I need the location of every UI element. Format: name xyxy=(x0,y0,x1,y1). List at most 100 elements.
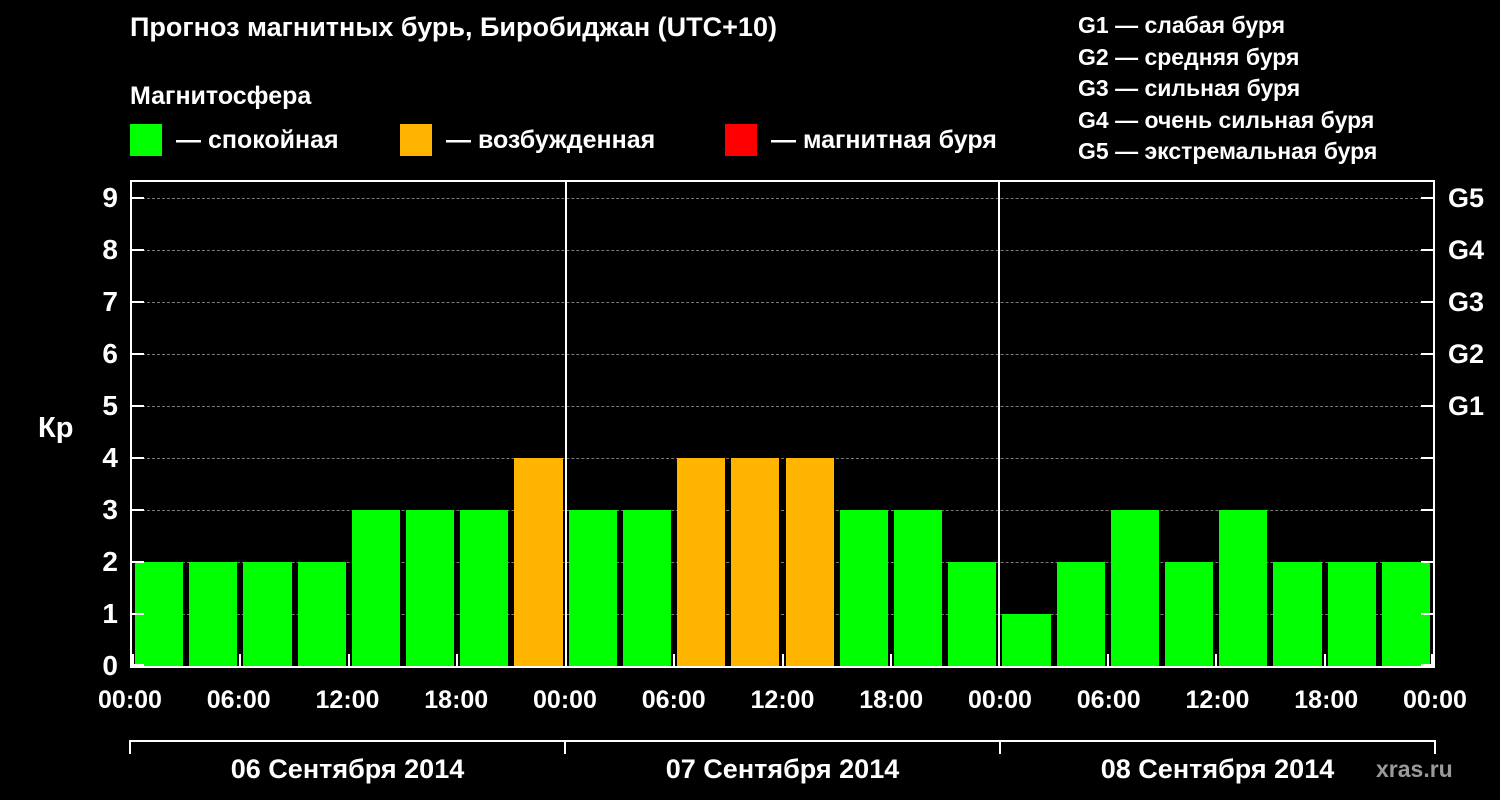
legend-item-storm: — магнитная буря xyxy=(725,124,997,156)
y-axis-tick xyxy=(132,301,144,303)
y-axis-tick-label: 1 xyxy=(102,598,118,629)
date-axis-tick xyxy=(564,740,566,754)
y-axis-tick-label: 9 xyxy=(102,182,118,213)
kp-bar xyxy=(514,458,563,666)
x-axis-tick xyxy=(998,654,1001,666)
chart-title: Прогноз магнитных бурь, Биробиджан (UTC+… xyxy=(130,12,777,42)
gridline xyxy=(132,458,1433,459)
y-axis-tick xyxy=(132,509,144,511)
gridline xyxy=(132,302,1433,303)
date-axis-tick xyxy=(999,740,1001,754)
legend-swatch-excited-icon xyxy=(400,124,432,156)
gridline xyxy=(132,562,1433,563)
x-axis-tick xyxy=(1431,654,1433,666)
y-axis-tick-label: 2 xyxy=(102,546,118,577)
y-axis-tick xyxy=(132,561,144,563)
x-axis-tick xyxy=(456,654,459,666)
x-axis-tick xyxy=(889,654,892,666)
kp-bar xyxy=(243,562,292,666)
y-axis-tick-label: 5 xyxy=(102,390,118,421)
x-axis-tick-label: 06:00 xyxy=(206,686,271,714)
legend-swatch-storm-icon xyxy=(725,124,757,156)
x-axis-tick xyxy=(781,654,784,666)
kp-bar xyxy=(677,458,726,666)
storm-scale-item: G1 — слабая буря xyxy=(1078,12,1286,38)
y-axis-tick xyxy=(1421,197,1433,199)
y-axis-tick xyxy=(132,405,144,407)
watermark: xras.ru xyxy=(1376,756,1453,782)
x-axis-tick xyxy=(239,654,242,666)
y-axis-tick-label: 6 xyxy=(102,338,118,369)
date-axis-line xyxy=(130,740,1435,742)
y-axis-tick xyxy=(1421,509,1433,511)
date-label: 08 Сентября 2014 xyxy=(1100,754,1335,784)
y-axis-tick xyxy=(1421,457,1433,459)
kp-bar xyxy=(568,510,617,666)
y-axis-tick-label: 0 xyxy=(102,650,118,681)
storm-scale-item: G2 — средняя буря xyxy=(1078,43,1300,70)
kp-bar xyxy=(1327,562,1376,666)
magnetosphere-label: Магнитосфера xyxy=(130,82,312,110)
kp-bar xyxy=(297,562,346,666)
kp-bar xyxy=(460,510,509,666)
x-axis-tick xyxy=(347,654,350,666)
legend-item-label: — спокойная xyxy=(176,125,339,154)
y-axis-tick xyxy=(1421,249,1433,251)
gridline xyxy=(132,250,1433,251)
x-axis-tick-label: 06:00 xyxy=(1076,686,1141,714)
g-scale-tick-label: G1 xyxy=(1448,391,1485,421)
y-axis-tick xyxy=(1421,353,1433,355)
x-axis-tick-label: 00:00 xyxy=(533,686,597,714)
g-scale-tick-label: G3 xyxy=(1448,287,1485,317)
magnetosphere-legend: — спокойная — возбужденная — магнитная бур… xyxy=(0,124,1500,164)
storm-scale-legend: G1 — слабая буря G2 — средняя буря G3 — си… xyxy=(1078,10,1377,168)
kp-bar xyxy=(1110,510,1159,666)
kp-bar xyxy=(731,458,780,666)
g-scale-tick-label: G5 xyxy=(1448,183,1485,213)
day-boundary-line xyxy=(998,182,1001,666)
y-axis-tick xyxy=(1421,405,1433,407)
kp-bar xyxy=(622,510,672,666)
x-axis-tick-label: 12:00 xyxy=(750,686,815,714)
y-axis-tick xyxy=(132,664,144,666)
x-axis-tick-label: 12:00 xyxy=(315,686,380,714)
kp-bar xyxy=(839,510,888,666)
y-axis-tick-label: 4 xyxy=(102,442,118,473)
kp-bar xyxy=(1002,614,1051,666)
kp-bar xyxy=(1219,510,1268,666)
kp-bar xyxy=(351,510,401,666)
y-axis-tick xyxy=(1421,301,1433,303)
y-axis-tick xyxy=(1421,561,1433,563)
kp-bar xyxy=(1164,562,1214,666)
gridline xyxy=(132,614,1433,615)
x-axis-tick-label: 12:00 xyxy=(1185,686,1250,714)
date-axis-tick xyxy=(1434,740,1436,754)
legend-item-label: — магнитная буря xyxy=(771,125,997,154)
y-axis-tick xyxy=(1421,613,1433,615)
x-axis-tick-label: 00:00 xyxy=(1403,686,1467,714)
y-axis-tick xyxy=(132,613,144,615)
y-axis-tick xyxy=(132,353,144,355)
legend-swatch-quiet-icon xyxy=(130,124,162,156)
date-label: 06 Сентября 2014 xyxy=(230,754,465,784)
g-scale-tick-label: G2 xyxy=(1448,339,1485,369)
gridline xyxy=(132,354,1433,355)
y-axis-tick-label: 7 xyxy=(102,286,118,317)
y-axis-tick xyxy=(132,249,144,251)
date-label: 07 Сентября 2014 xyxy=(665,754,900,784)
x-axis-tick-label: 06:00 xyxy=(641,686,706,714)
x-axis-tick-label: 00:00 xyxy=(98,686,162,714)
y-axis-tick-label: 8 xyxy=(102,234,118,265)
kp-bar xyxy=(948,562,997,666)
legend-item-quiet: — спокойная xyxy=(130,124,339,156)
y-axis-tick xyxy=(132,457,144,459)
x-axis-tick xyxy=(132,654,134,666)
y-axis-title: Кр xyxy=(38,412,74,444)
x-axis-tick xyxy=(1323,654,1326,666)
x-axis-tick-label: 18:00 xyxy=(1294,686,1359,714)
storm-scale-item: G4 — очень сильная буря xyxy=(1078,106,1375,133)
storm-scale-item: G3 — сильная буря xyxy=(1078,75,1301,101)
y-axis-tick xyxy=(1421,664,1433,666)
x-axis-tick xyxy=(1106,654,1109,666)
